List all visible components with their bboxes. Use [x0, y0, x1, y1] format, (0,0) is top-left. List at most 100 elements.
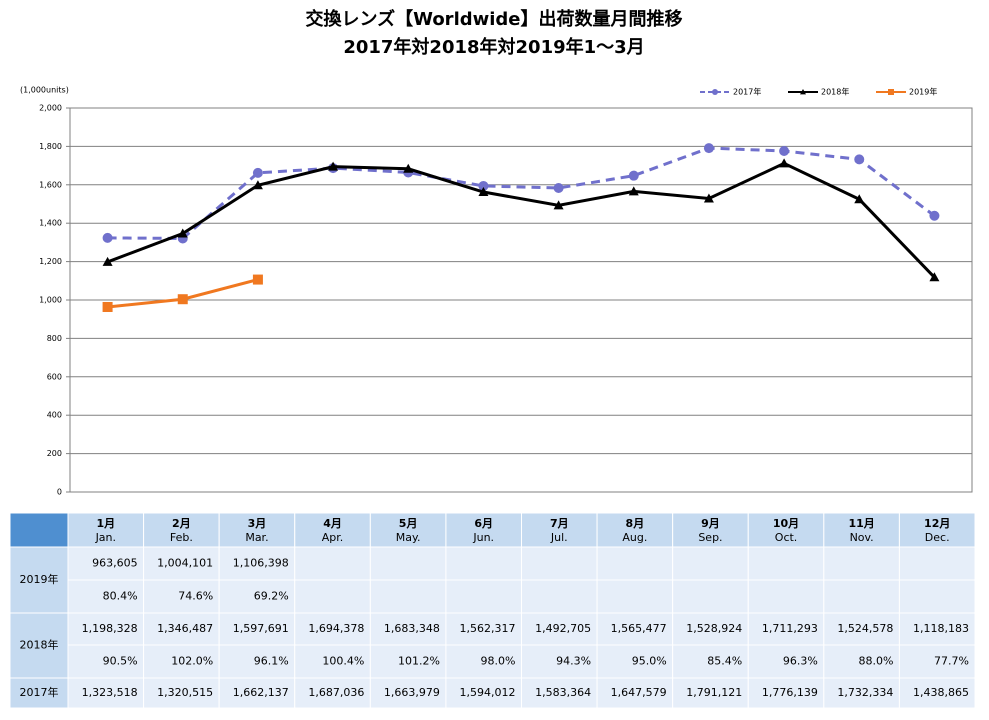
month-ja: 1月	[96, 517, 115, 530]
cell-text: 1,346,487	[157, 622, 213, 635]
legend-marker	[888, 89, 894, 95]
legend-marker	[800, 89, 807, 95]
data-cell	[445, 579, 522, 614]
cell-text: 85.4%	[707, 655, 742, 668]
data-cell	[672, 644, 749, 679]
month-ja: 10月	[773, 517, 799, 530]
cell-text: 1,320,515	[157, 686, 213, 699]
marker	[252, 274, 263, 285]
cell-text: 1,562,317	[460, 622, 516, 635]
data-cell	[369, 677, 447, 709]
cell-text: 77.7%	[934, 655, 969, 668]
data-cell	[898, 677, 976, 709]
data-cell	[898, 579, 976, 614]
data-cell	[521, 677, 598, 709]
cell-text: 1,583,364	[535, 686, 591, 699]
row-label: 2019年	[20, 572, 59, 586]
row-label: 2018年	[20, 638, 59, 652]
header-cell	[596, 512, 674, 548]
legend-label: 2017年	[733, 87, 761, 97]
cell-text: 69.2%	[254, 590, 289, 603]
cell-text: 94.3%	[556, 655, 591, 668]
legend-marker	[712, 89, 718, 95]
data-cell	[747, 677, 825, 709]
data-cell	[672, 546, 749, 581]
data-cell	[294, 546, 371, 581]
data-cell	[823, 546, 900, 581]
marker	[703, 143, 714, 154]
cell-text: 1,647,579	[611, 686, 667, 699]
month-en: Mar.	[245, 531, 268, 544]
month-en: Apr.	[322, 531, 344, 544]
data-cell	[67, 579, 145, 614]
month-en: Nov.	[850, 531, 874, 544]
header-cell	[445, 512, 522, 548]
marker	[478, 180, 489, 191]
data-cell	[596, 579, 674, 614]
data-cell	[823, 612, 900, 646]
data-cell	[672, 677, 749, 709]
month-ja: 7月	[550, 517, 569, 530]
month-ja: 5月	[399, 517, 418, 530]
month-en: Jan.	[95, 531, 116, 544]
marker	[252, 167, 263, 178]
data-cell	[672, 579, 749, 614]
marker	[177, 228, 188, 238]
cell-text: 101.2%	[398, 655, 440, 668]
data-cell	[218, 677, 296, 709]
cell-text: 1,106,398	[233, 557, 289, 570]
series-line	[107, 146, 936, 240]
month-ja: 6月	[474, 517, 493, 530]
data-cell	[294, 644, 371, 679]
y-tick-label: 800	[47, 334, 62, 343]
y-axis-label: (1,000units)	[20, 86, 69, 95]
cell-text: 1,732,334	[837, 686, 893, 699]
data-cell	[521, 546, 598, 581]
data-cell	[823, 579, 900, 614]
marker	[779, 158, 790, 168]
legend-label: 2018年	[821, 87, 849, 97]
marker	[252, 180, 263, 190]
y-tick-label: 0	[57, 488, 62, 497]
month-en: Feb.	[170, 531, 193, 544]
marker	[102, 256, 113, 266]
data-cell	[747, 612, 825, 646]
marker	[553, 200, 564, 210]
y-tick-label: 600	[47, 372, 62, 381]
marker	[628, 170, 639, 181]
marker	[779, 145, 790, 156]
cell-text: 100.4%	[322, 655, 364, 668]
month-en: Oct.	[775, 531, 798, 544]
y-tick-label: 1,600	[39, 180, 62, 189]
cell-text: 88.0%	[858, 655, 893, 668]
data-cell	[596, 612, 674, 646]
row-label: 2017年	[20, 685, 59, 699]
marker	[854, 194, 865, 204]
cell-text: 1,004,101	[157, 557, 213, 570]
marker	[478, 187, 489, 197]
cell-text: 80.4%	[103, 590, 138, 603]
month-en: Sep.	[698, 531, 722, 544]
cell-text: 1,594,012	[460, 686, 516, 699]
marker	[553, 182, 564, 193]
data-cell	[596, 546, 674, 581]
chart-title: 交換レンズ【Worldwide】出荷数量月間推移	[305, 8, 682, 30]
data-cell	[369, 579, 447, 614]
cell-text: 96.1%	[254, 655, 289, 668]
month-ja: 2月	[172, 517, 191, 530]
data-cell	[823, 677, 900, 709]
data-cell	[445, 644, 522, 679]
marker	[177, 294, 188, 305]
cell-text: 1,687,036	[308, 686, 364, 699]
data-cell	[143, 612, 220, 646]
cell-text: 1,791,121	[686, 686, 742, 699]
month-ja: 3月	[248, 517, 267, 530]
data-cell	[445, 677, 522, 709]
cell-text: 95.0%	[632, 655, 667, 668]
row-label-cell	[9, 677, 69, 709]
cell-text: 1,198,328	[82, 622, 138, 635]
cell-text: 1,118,183	[913, 622, 969, 635]
month-ja: 12月	[924, 517, 950, 530]
data-cell	[67, 612, 145, 646]
